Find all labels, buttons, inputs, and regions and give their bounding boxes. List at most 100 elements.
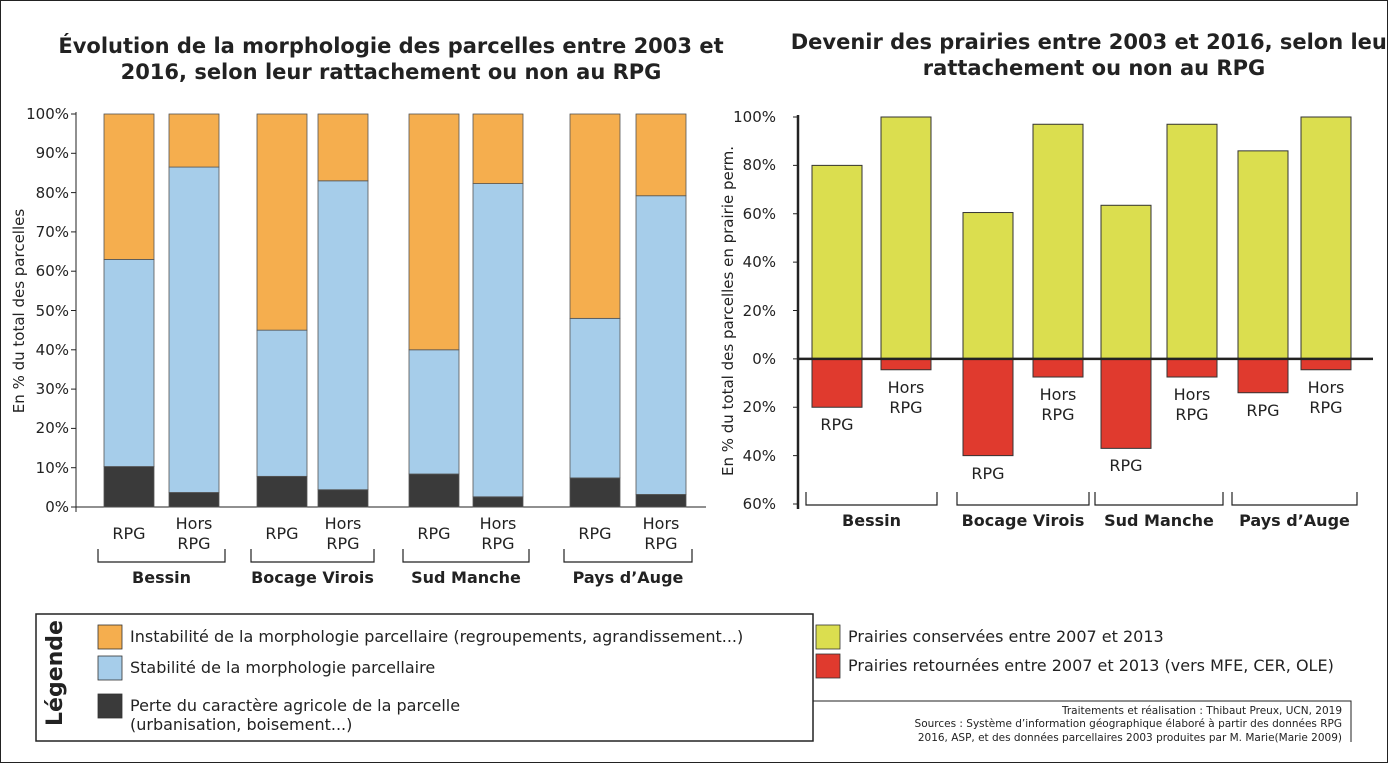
y-tick-label: 0% [752,349,776,368]
x-tick-label: RPG [1109,456,1143,476]
x-tick-label: Hors RPG [1039,385,1077,425]
bar [1300,116,1352,360]
x-tick-label: RPG [265,524,299,543]
x-tick-label: RPG [820,415,854,435]
group-bracket [1094,492,1224,506]
legend-label: Instabilité de la morphologie parcellair… [130,627,744,646]
x-tick-label: Hors RPG [1307,377,1345,417]
y-tick-label: 20% [35,419,69,438]
bar [1100,358,1152,449]
legend-swatch [815,624,841,650]
bar [1032,358,1084,378]
bar-segment [317,180,369,491]
legend-label: Perte du caractère agricole de la parcel… [130,696,461,734]
legend-label: Stabilité de la morphologie parcellaire [130,658,436,677]
y-tick-label: 60% [742,204,776,223]
y-tick-label: 40% [742,253,776,272]
x-tick-label: Hors RPG [324,514,362,553]
bar-segment [103,259,155,467]
x-tick-label: RPG [578,524,612,543]
legend-swatch [97,655,123,681]
bar-segment [408,349,460,475]
y-tick-label: 0% [45,498,69,516]
x-tick-label: Hors RPG [175,514,213,553]
bar [811,164,863,360]
bar-segment [635,195,687,495]
y-tick-label: 20% [742,301,776,320]
bar-segment [408,473,460,508]
bar-segment [472,183,524,498]
group-label: Bocage Virois [251,568,374,587]
bar-segment [317,113,369,182]
group-label: Bessin [132,568,191,587]
y-tick-label: 40% [742,446,776,465]
y-tick-label: 20% [742,398,776,417]
bar [880,116,932,360]
y-axis-label: En % du total des parcelles en prairie p… [719,145,737,476]
y-tick-label: 70% [35,222,69,241]
y-tick-label: 100% [733,108,776,126]
group-bracket [402,549,530,563]
credits-border [813,700,1352,742]
x-tick-label: Hors RPG [642,514,680,553]
legend-swatch [97,693,123,719]
bar [811,358,863,408]
y-tick-label: 30% [35,380,69,399]
legend-label: Prairies retournées entre 2007 et 2013 (… [848,656,1334,675]
chart-title: Devenir des prairies entre 2003 et 2016,… [790,30,1388,80]
bar [962,212,1014,360]
bar-segment [569,113,621,319]
chart-title: Évolution de la morphologie des parcelle… [58,34,724,84]
y-tick-label: 10% [35,458,69,477]
group-label: Sud Manche [1104,511,1214,530]
bar-segment [472,113,524,184]
group-bracket [563,549,693,563]
x-tick-label: Hors RPG [887,377,925,417]
group-label: Pays d’Auge [572,568,684,587]
credit: Traitements et réalisation : Thibaut Pre… [1061,705,1342,717]
x-tick-label: RPG [971,463,1005,483]
y-tick-label: 80% [35,183,69,202]
y-tick-label: 40% [35,340,69,359]
bar [1237,150,1289,360]
group-label: Sud Manche [411,568,521,587]
legend-box [35,613,814,742]
bar [880,358,932,371]
bar [1100,204,1152,360]
x-tick-label: Hors RPG [479,514,517,553]
group-bracket [956,492,1090,506]
group-bracket [250,549,375,563]
group-bracket [97,549,226,563]
bar-segment [168,492,220,508]
bar [1032,123,1084,360]
legend-swatch [97,624,123,650]
bar-segment [317,489,369,508]
bar-segment [168,113,220,168]
bar [1300,358,1352,371]
bar [1166,123,1218,360]
bar-segment [256,113,308,331]
group-label: Pays d’Auge [1239,511,1350,530]
legend-label: Prairies conservées entre 2007 et 2013 [848,627,1164,646]
y-tick-label: 60% [35,262,69,281]
group-bracket [1231,492,1358,506]
bar-segment [256,329,308,477]
bar-segment [569,317,621,479]
group-label: Bessin [842,511,901,530]
x-tick-label: RPG [417,524,451,543]
y-tick-label: 80% [742,156,776,175]
bar-segment [569,477,621,508]
group-label: Bocage Virois [961,511,1085,530]
x-tick-label: RPG [1246,400,1280,420]
bar-segment [103,113,155,260]
bar-segment [472,496,524,508]
group-bracket [805,492,938,506]
y-tick-label: 90% [35,144,69,163]
bar-segment [256,475,308,508]
y-tick-label: 100% [26,105,69,123]
bar [1166,358,1218,378]
x-tick-label: RPG [112,524,146,543]
bar-segment [635,494,687,508]
